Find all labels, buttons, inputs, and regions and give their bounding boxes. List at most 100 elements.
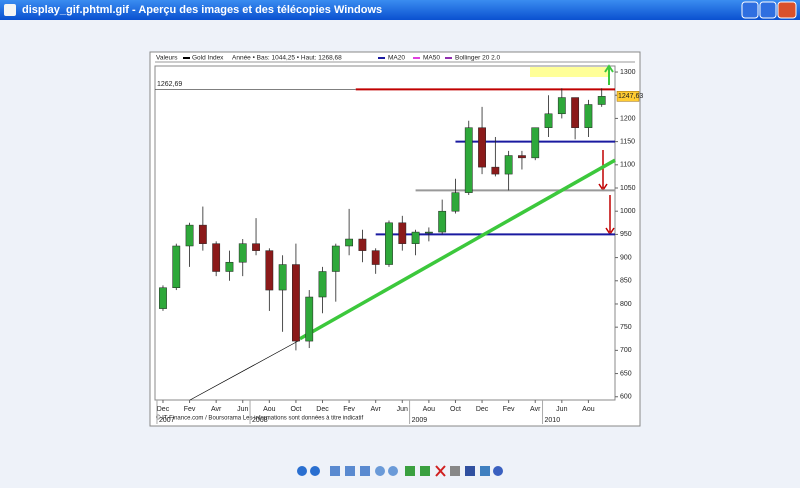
next-button[interactable] <box>310 466 320 476</box>
help-button[interactable] <box>493 466 503 476</box>
candle-body <box>305 296 314 342</box>
zoom-out-button[interactable] <box>388 466 398 476</box>
candle-body <box>238 243 247 263</box>
x-tick-label: Fev <box>503 406 515 413</box>
candle-body <box>597 96 606 105</box>
y-tick-label: 750 <box>620 324 632 331</box>
header-instrument: Gold Index <box>192 55 224 62</box>
y-tick-label: 850 <box>620 278 632 285</box>
candle-body <box>438 210 447 233</box>
candle-body <box>571 97 580 128</box>
trend-extension <box>189 339 301 401</box>
actual-size-button[interactable] <box>345 466 355 476</box>
x-tick-label: Avr <box>211 406 222 413</box>
up-arrow <box>604 64 614 85</box>
trendline <box>299 158 616 341</box>
candle-body <box>278 264 287 291</box>
zoom-in-button[interactable] <box>375 466 385 476</box>
level-label: 1262,69 <box>157 81 182 88</box>
target-zone <box>530 67 608 77</box>
candle-body <box>358 238 367 251</box>
y-tick-label: 1300 <box>620 69 636 76</box>
title-bar <box>0 0 800 20</box>
x-tick-label: Oct <box>290 406 301 413</box>
slideshow-button[interactable] <box>360 466 370 476</box>
x-tick-label: Dec <box>476 406 489 413</box>
candle-body <box>371 250 380 265</box>
candle-body <box>318 271 327 298</box>
window-title: display_gif.phtml.gif - Aperçu des image… <box>22 4 382 16</box>
candle-body <box>225 261 234 272</box>
candle-body <box>411 231 420 244</box>
candle-body <box>451 192 460 212</box>
candle-body <box>385 222 393 265</box>
candle-body <box>345 238 354 247</box>
candle-body <box>518 155 526 159</box>
x-tick-label: Oct <box>450 406 461 413</box>
year-label: 2007 <box>159 417 175 424</box>
best-fit-button[interactable] <box>330 466 340 476</box>
chart-image <box>149 51 641 427</box>
prev-button[interactable] <box>297 466 307 476</box>
x-tick-label: Avr <box>530 406 541 413</box>
y-tick-label: 1100 <box>620 162 635 169</box>
year-label: 2010 <box>545 417 561 424</box>
y-tick-label: 1050 <box>620 185 636 192</box>
y-tick-label: 950 <box>620 231 632 238</box>
last-price-label: 1247,63 <box>618 93 643 100</box>
edit-button[interactable] <box>480 466 490 476</box>
candle-body <box>491 166 500 175</box>
print-button[interactable] <box>450 466 460 476</box>
header-label: Valeurs <box>156 55 178 62</box>
x-tick-label: Aou <box>263 406 276 413</box>
candle-body <box>424 231 433 234</box>
y-tick-label: 700 <box>620 347 632 354</box>
x-tick-label: Jun <box>237 406 248 413</box>
y-tick-label: 800 <box>620 301 632 308</box>
maximize[interactable] <box>759 1 777 19</box>
candle-body <box>584 104 593 128</box>
y-tick-label: 1150 <box>620 138 635 145</box>
rotate-cw-button[interactable] <box>405 466 415 476</box>
y-tick-label: 650 <box>620 370 632 377</box>
close[interactable] <box>777 1 797 19</box>
x-tick-label: Fev <box>184 406 196 413</box>
app-icon <box>4 4 16 16</box>
header-range: Année • Bas: 1044,25 • Haut: 1268,68 <box>232 55 342 62</box>
rotate-ccw-button[interactable] <box>420 466 430 476</box>
candle-body <box>557 97 566 115</box>
candle-body <box>265 250 274 291</box>
header-bollinger: Bollinger 20 2.0 <box>455 55 501 62</box>
candle-body <box>198 224 207 244</box>
candle-body <box>252 243 260 251</box>
candle-body <box>292 264 300 342</box>
header-ma50: MA50 <box>423 55 440 62</box>
x-tick-label: Aou <box>582 406 595 413</box>
candle-body <box>504 155 513 175</box>
minimize[interactable] <box>741 1 759 19</box>
save-button[interactable] <box>465 466 475 476</box>
y-tick-label: 600 <box>620 394 632 401</box>
candle-body <box>185 224 194 247</box>
candle-body <box>398 222 407 244</box>
x-tick-label: Jun <box>397 406 408 413</box>
x-tick-label: Jun <box>556 406 567 413</box>
candle-body <box>544 113 553 128</box>
candle-body <box>331 245 340 272</box>
last-price-box <box>616 91 640 102</box>
y-tick-label: 1000 <box>620 208 636 215</box>
x-tick-label: Dec <box>316 406 329 413</box>
candle-body <box>172 245 181 288</box>
year-label: 2009 <box>412 417 428 424</box>
year-label: 2008 <box>252 417 268 424</box>
x-tick-label: Avr <box>371 406 382 413</box>
x-tick-label: Aou <box>423 406 436 413</box>
candle-body <box>464 127 473 193</box>
footer: © IT-Finance.com / Boursorama Les inform… <box>156 415 364 422</box>
y-tick-label: 900 <box>620 254 632 261</box>
delete-button[interactable] <box>435 465 446 477</box>
candle-body <box>159 287 167 309</box>
candle-body <box>478 127 486 168</box>
